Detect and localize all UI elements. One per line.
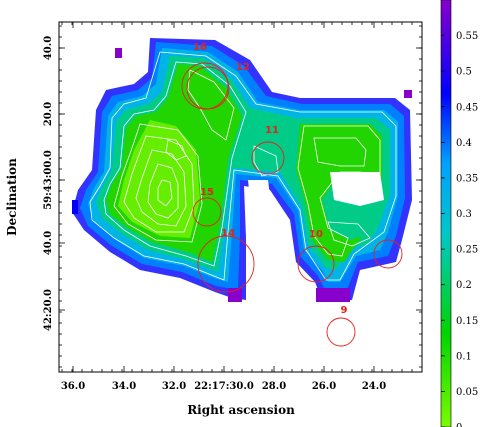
x-tick-label: 26.0 [312,381,336,392]
colorbar-tick-label: 0.35 [456,173,478,184]
x-tick-label: 36.0 [61,381,85,392]
colorbar-tick-label: 0.1 [456,351,472,362]
x-tick-label: 28.0 [262,381,286,392]
colorbar-tick-label: 0 [456,423,462,427]
emission-map [72,38,412,302]
colorbar-tick-label: 0.05 [456,387,478,398]
plot-frame [58,21,423,373]
colorbar-tick-label: 0.25 [456,245,478,256]
colorbar-tick-label: 0.45 [456,102,478,113]
x-tick-label: 32.0 [162,381,186,392]
region-circle-12 [186,66,230,110]
region-label: 10 [309,229,323,240]
region-circle-9 [326,317,356,347]
y-tick-label: 40.0 [43,231,54,255]
y-tick-label: 40.0 [43,36,54,60]
colorbar-tick-label: 0.55 [456,31,478,42]
region-label: 11 [265,125,279,136]
tick-marks [59,22,422,372]
colorbar-tick-label: 0.3 [456,209,472,220]
colorbar-ticks: 0 0.05 0.1 0.15 0.2 0.25 0.3 0.35 0.4 0.45 0.5 0.55 [441,31,478,427]
x-tick-label: 22:17:30.0 [194,381,254,392]
y-tick-labels: 42:20.0 40.0 59:43:00.0 20.0 40.0 [43,36,54,331]
contour-lines [89,51,397,281]
y-tick-label: 42:20.0 [43,289,54,331]
region-label: 15 [200,187,214,198]
region-circle-10 [297,245,335,283]
region-circle-14 [197,235,255,293]
x-tick-labels: 36.0 34.0 32.0 22:17:30.0 28.0 26.0 24.0 [61,381,386,392]
colorbar-tick-label: 0.15 [456,316,478,327]
colorbar-tick-label: 0.4 [456,138,472,149]
region-circle-15 [192,197,222,227]
x-tick-label: 24.0 [362,381,386,392]
region-labels: 16 12 11 15 14 10 9 [193,42,347,316]
region-label: 9 [341,305,348,316]
y-axis-title: Declination [5,158,19,236]
x-axis-title: Right ascension [187,403,295,417]
x-tick-label: 34.0 [112,381,136,392]
region-circle-11 [251,141,285,175]
region-circle-13 [373,239,403,269]
region-label: 12 [236,62,250,73]
region-annotations [181,62,403,347]
region-label: 16 [193,42,207,53]
colorbar-tick-label: 0.5 [456,67,472,78]
region-label: 14 [221,228,235,239]
y-tick-label: 59:43:00.0 [43,150,54,210]
colorbar-tick-label: 0.2 [456,280,472,291]
y-tick-label: 20.0 [43,102,54,126]
